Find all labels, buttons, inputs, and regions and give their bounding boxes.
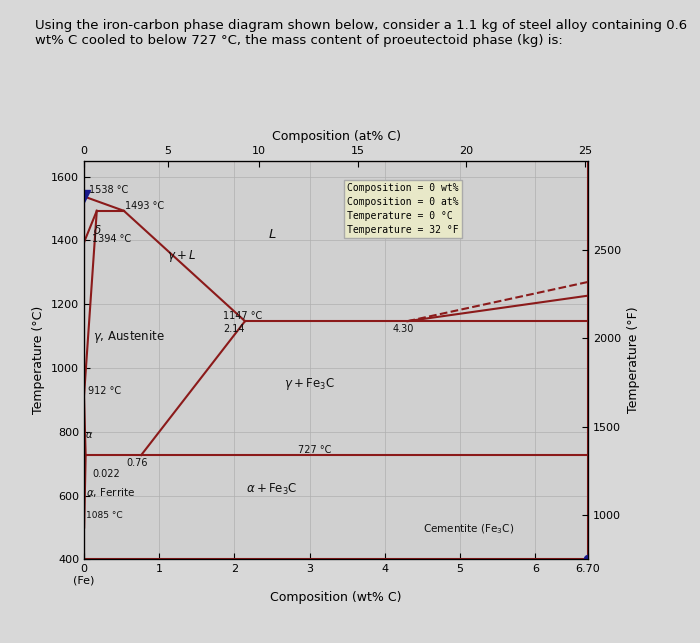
Text: 727 °C: 727 °C — [298, 445, 332, 455]
Text: 1493 °C: 1493 °C — [125, 201, 164, 211]
Text: Cementite $(\mathrm{Fe_3C})$: Cementite $(\mathrm{Fe_3C})$ — [423, 522, 514, 536]
X-axis label: Composition (at% C): Composition (at% C) — [272, 131, 400, 143]
Text: 4.30: 4.30 — [393, 324, 414, 334]
Text: $\alpha$, Ferrite: $\alpha$, Ferrite — [86, 486, 135, 499]
Y-axis label: Temperature (°C): Temperature (°C) — [32, 306, 46, 414]
Text: 2.14: 2.14 — [224, 324, 245, 334]
Text: 0.022: 0.022 — [92, 469, 120, 479]
Text: $\alpha$: $\alpha$ — [85, 430, 93, 440]
X-axis label: Composition (wt% C): Composition (wt% C) — [270, 592, 402, 604]
Text: $L$: $L$ — [268, 228, 277, 240]
Text: 1394 °C: 1394 °C — [92, 233, 131, 244]
Text: 912 °C: 912 °C — [88, 386, 121, 396]
Text: $\delta$: $\delta$ — [93, 224, 102, 237]
Text: $\gamma$, Austenite: $\gamma$, Austenite — [93, 328, 165, 345]
Text: 1085 °C: 1085 °C — [85, 511, 122, 520]
Text: 0.76: 0.76 — [126, 458, 148, 467]
Text: 1538 °C: 1538 °C — [90, 185, 129, 195]
Text: Composition = 0 wt%
Composition = 0 at%
Temperature = 0 °C
Temperature = 32 °F: Composition = 0 wt% Composition = 0 at% … — [347, 183, 459, 235]
Text: Using the iron-carbon phase diagram shown below, consider a 1.1 kg of steel allo: Using the iron-carbon phase diagram show… — [35, 19, 687, 48]
Text: $\alpha + \mathrm{Fe_3C}$: $\alpha + \mathrm{Fe_3C}$ — [246, 482, 298, 497]
Text: $\gamma + \mathrm{Fe_3C}$: $\gamma + \mathrm{Fe_3C}$ — [284, 376, 335, 392]
Y-axis label: Temperature (°F): Temperature (°F) — [626, 307, 640, 413]
Text: 1147 °C: 1147 °C — [223, 311, 262, 321]
Text: $\gamma + L$: $\gamma + L$ — [167, 248, 197, 264]
